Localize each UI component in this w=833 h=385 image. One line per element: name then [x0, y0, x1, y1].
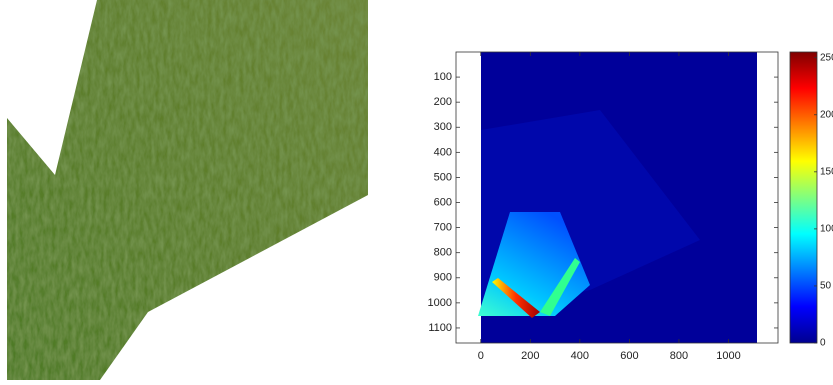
x-tick-label: 800 [670, 350, 688, 362]
warped-image [7, 0, 368, 380]
y-tick-label: 600 [434, 196, 452, 208]
colorbar [789, 51, 818, 344]
colorbar-tick-label: 250 [820, 52, 833, 63]
heatmap-region [492, 278, 540, 318]
y-tick-label: 800 [434, 247, 452, 259]
y-tick-label: 400 [434, 146, 452, 158]
y-tick-label: 100 [434, 71, 452, 83]
colorbar-tick-label: 0 [820, 338, 826, 349]
y-tick-label: 300 [434, 121, 452, 133]
x-tick-label: 0 [478, 350, 484, 362]
axes-frame [455, 51, 779, 344]
heatmap [478, 52, 757, 343]
colorbar-tick-label: 150 [820, 166, 833, 177]
x-tick-label: 1000 [716, 350, 740, 362]
y-tick-label: 1100 [428, 322, 452, 334]
y-tick-label: 700 [434, 222, 452, 234]
x-tick-label: 400 [571, 350, 589, 362]
y-tick-label: 500 [434, 171, 452, 183]
heatmap-region [540, 258, 580, 316]
y-tick-label: 900 [434, 272, 452, 284]
x-tick-label: 200 [521, 350, 539, 362]
colorbar-tick-label: 100 [820, 224, 833, 235]
colorbar-tick-label: 200 [820, 109, 833, 120]
y-tick-label: 1000 [428, 297, 452, 309]
grass-photo [7, 0, 368, 380]
x-tick-label: 600 [620, 350, 638, 362]
colorbar-tick-label: 50 [820, 281, 832, 292]
y-tick-label: 200 [434, 96, 452, 108]
